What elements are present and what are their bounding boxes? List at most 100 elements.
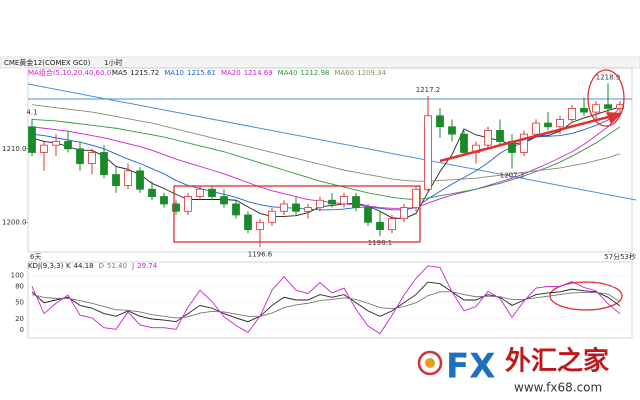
legend-value: 51.40 <box>107 262 127 270</box>
legend-name: MA40 <box>278 69 298 77</box>
y-tick-label: 50 <box>15 299 24 307</box>
candle-body <box>256 221 264 231</box>
y-tick-label: 20 <box>15 315 24 323</box>
price-grid: 1200.0 1210.0 <box>2 145 28 226</box>
header-bar <box>0 56 640 69</box>
candle-body <box>292 203 300 212</box>
candle-body <box>328 199 336 205</box>
legend-entry: MA5 1215.72 <box>112 69 159 77</box>
candle-body <box>460 133 468 153</box>
legend-entry: MA10 1215.61 <box>164 69 216 77</box>
candle-body <box>28 126 36 153</box>
line <box>31 114 621 209</box>
footer-left: 6天 <box>30 253 41 261</box>
watermark-brand: FX <box>446 347 495 387</box>
candle-body <box>232 203 240 216</box>
line <box>31 281 621 323</box>
line <box>31 265 621 335</box>
legend-entry: K 44.18 <box>66 262 94 270</box>
legend-name: MA60 <box>334 69 354 77</box>
legend-name: K <box>66 262 71 270</box>
trend-line <box>27 83 637 201</box>
watermark-name: 外汇之家 <box>505 346 609 377</box>
y-tick-label: 80 <box>15 282 24 290</box>
kdj-lines: 0 20 50 80 100 <box>11 265 632 335</box>
legend-name: J <box>131 262 134 270</box>
legend-entry: J 29.74 <box>131 262 158 270</box>
candle-body <box>484 130 492 146</box>
arrow-head <box>606 112 622 124</box>
candle-body <box>280 203 288 212</box>
arrow <box>439 114 613 163</box>
candle-body <box>424 115 432 190</box>
candle-body <box>544 122 552 128</box>
footer-right: 57分53秒 <box>604 252 636 261</box>
price-label: 1196.6 <box>248 250 273 258</box>
legend-name: D <box>99 262 104 270</box>
chart-title[interactable]: CME黄金12(COMEX GC0) <box>4 58 91 67</box>
candle-body <box>88 152 96 164</box>
price-label: 4.1 <box>26 109 37 117</box>
candle-body <box>112 174 120 186</box>
candle-body <box>172 203 180 212</box>
candle-body <box>244 214 252 231</box>
highlight-ellipse <box>587 69 625 127</box>
period[interactable]: 1小时 <box>104 58 122 67</box>
candle-body <box>64 141 72 150</box>
candle-body <box>352 196 360 208</box>
candle-body <box>568 108 576 120</box>
y-tick-label: 100 <box>11 272 24 280</box>
logo <box>417 350 443 376</box>
candle-body <box>100 152 108 175</box>
candle-body <box>136 170 144 190</box>
y-tick-label: 1210.0 <box>2 145 27 153</box>
legend-name: MA10 <box>164 69 184 77</box>
line <box>31 291 621 319</box>
candle-body <box>520 133 528 153</box>
candle-body <box>448 126 456 135</box>
kdj-title: KDJ(9,3,3) <box>28 262 64 270</box>
legend-entry: D 51.40 <box>99 262 127 270</box>
price-label: 1217.2 <box>416 86 441 94</box>
ma-title: MA组合(5,10,20,40,60,0) <box>28 68 114 77</box>
candle-body <box>496 130 504 142</box>
candle-body <box>412 188 420 208</box>
candle-body <box>532 122 540 135</box>
watermark-url: www.fx68.com <box>514 381 602 395</box>
candle-body <box>76 148 84 164</box>
legend-value: 1212.98 <box>300 69 329 77</box>
candle-body <box>556 119 564 128</box>
price-panel <box>27 67 633 253</box>
candle-body <box>316 199 324 208</box>
legend: K 44.18 D 51.40 J 29.74 <box>66 262 158 270</box>
candle-body <box>184 196 192 212</box>
candle-body <box>196 188 204 197</box>
y-tick-label: 0 <box>20 326 24 334</box>
line <box>31 118 621 200</box>
legend-name: MA20 <box>221 69 241 77</box>
candles <box>28 83 624 248</box>
legend-value: 1214.69 <box>244 69 273 77</box>
candle-body <box>388 218 396 231</box>
legend: MA5 1215.72 MA10 1215.61 MA20 1214.69 MA40 1212… <box>112 69 387 77</box>
legend-name: MA5 <box>112 69 127 77</box>
legend-value: 1215.61 <box>187 69 216 77</box>
legend-value: 29.74 <box>137 262 158 270</box>
candle-body <box>304 207 312 212</box>
candle-body <box>268 210 276 223</box>
candle-body <box>580 108 588 113</box>
candle-body <box>148 188 156 197</box>
price-label: 1207.3 <box>500 172 525 180</box>
candle-body <box>376 221 384 231</box>
candle-body <box>436 115 444 128</box>
candle-body <box>40 144 48 153</box>
legend-entry: MA20 1214.69 <box>221 69 273 77</box>
candle-body <box>208 188 216 197</box>
candle-body <box>400 207 408 220</box>
legend-value: 1209.34 <box>357 69 386 77</box>
candle-body <box>592 104 600 113</box>
candle-body <box>160 196 168 205</box>
candle-body <box>124 170 132 186</box>
